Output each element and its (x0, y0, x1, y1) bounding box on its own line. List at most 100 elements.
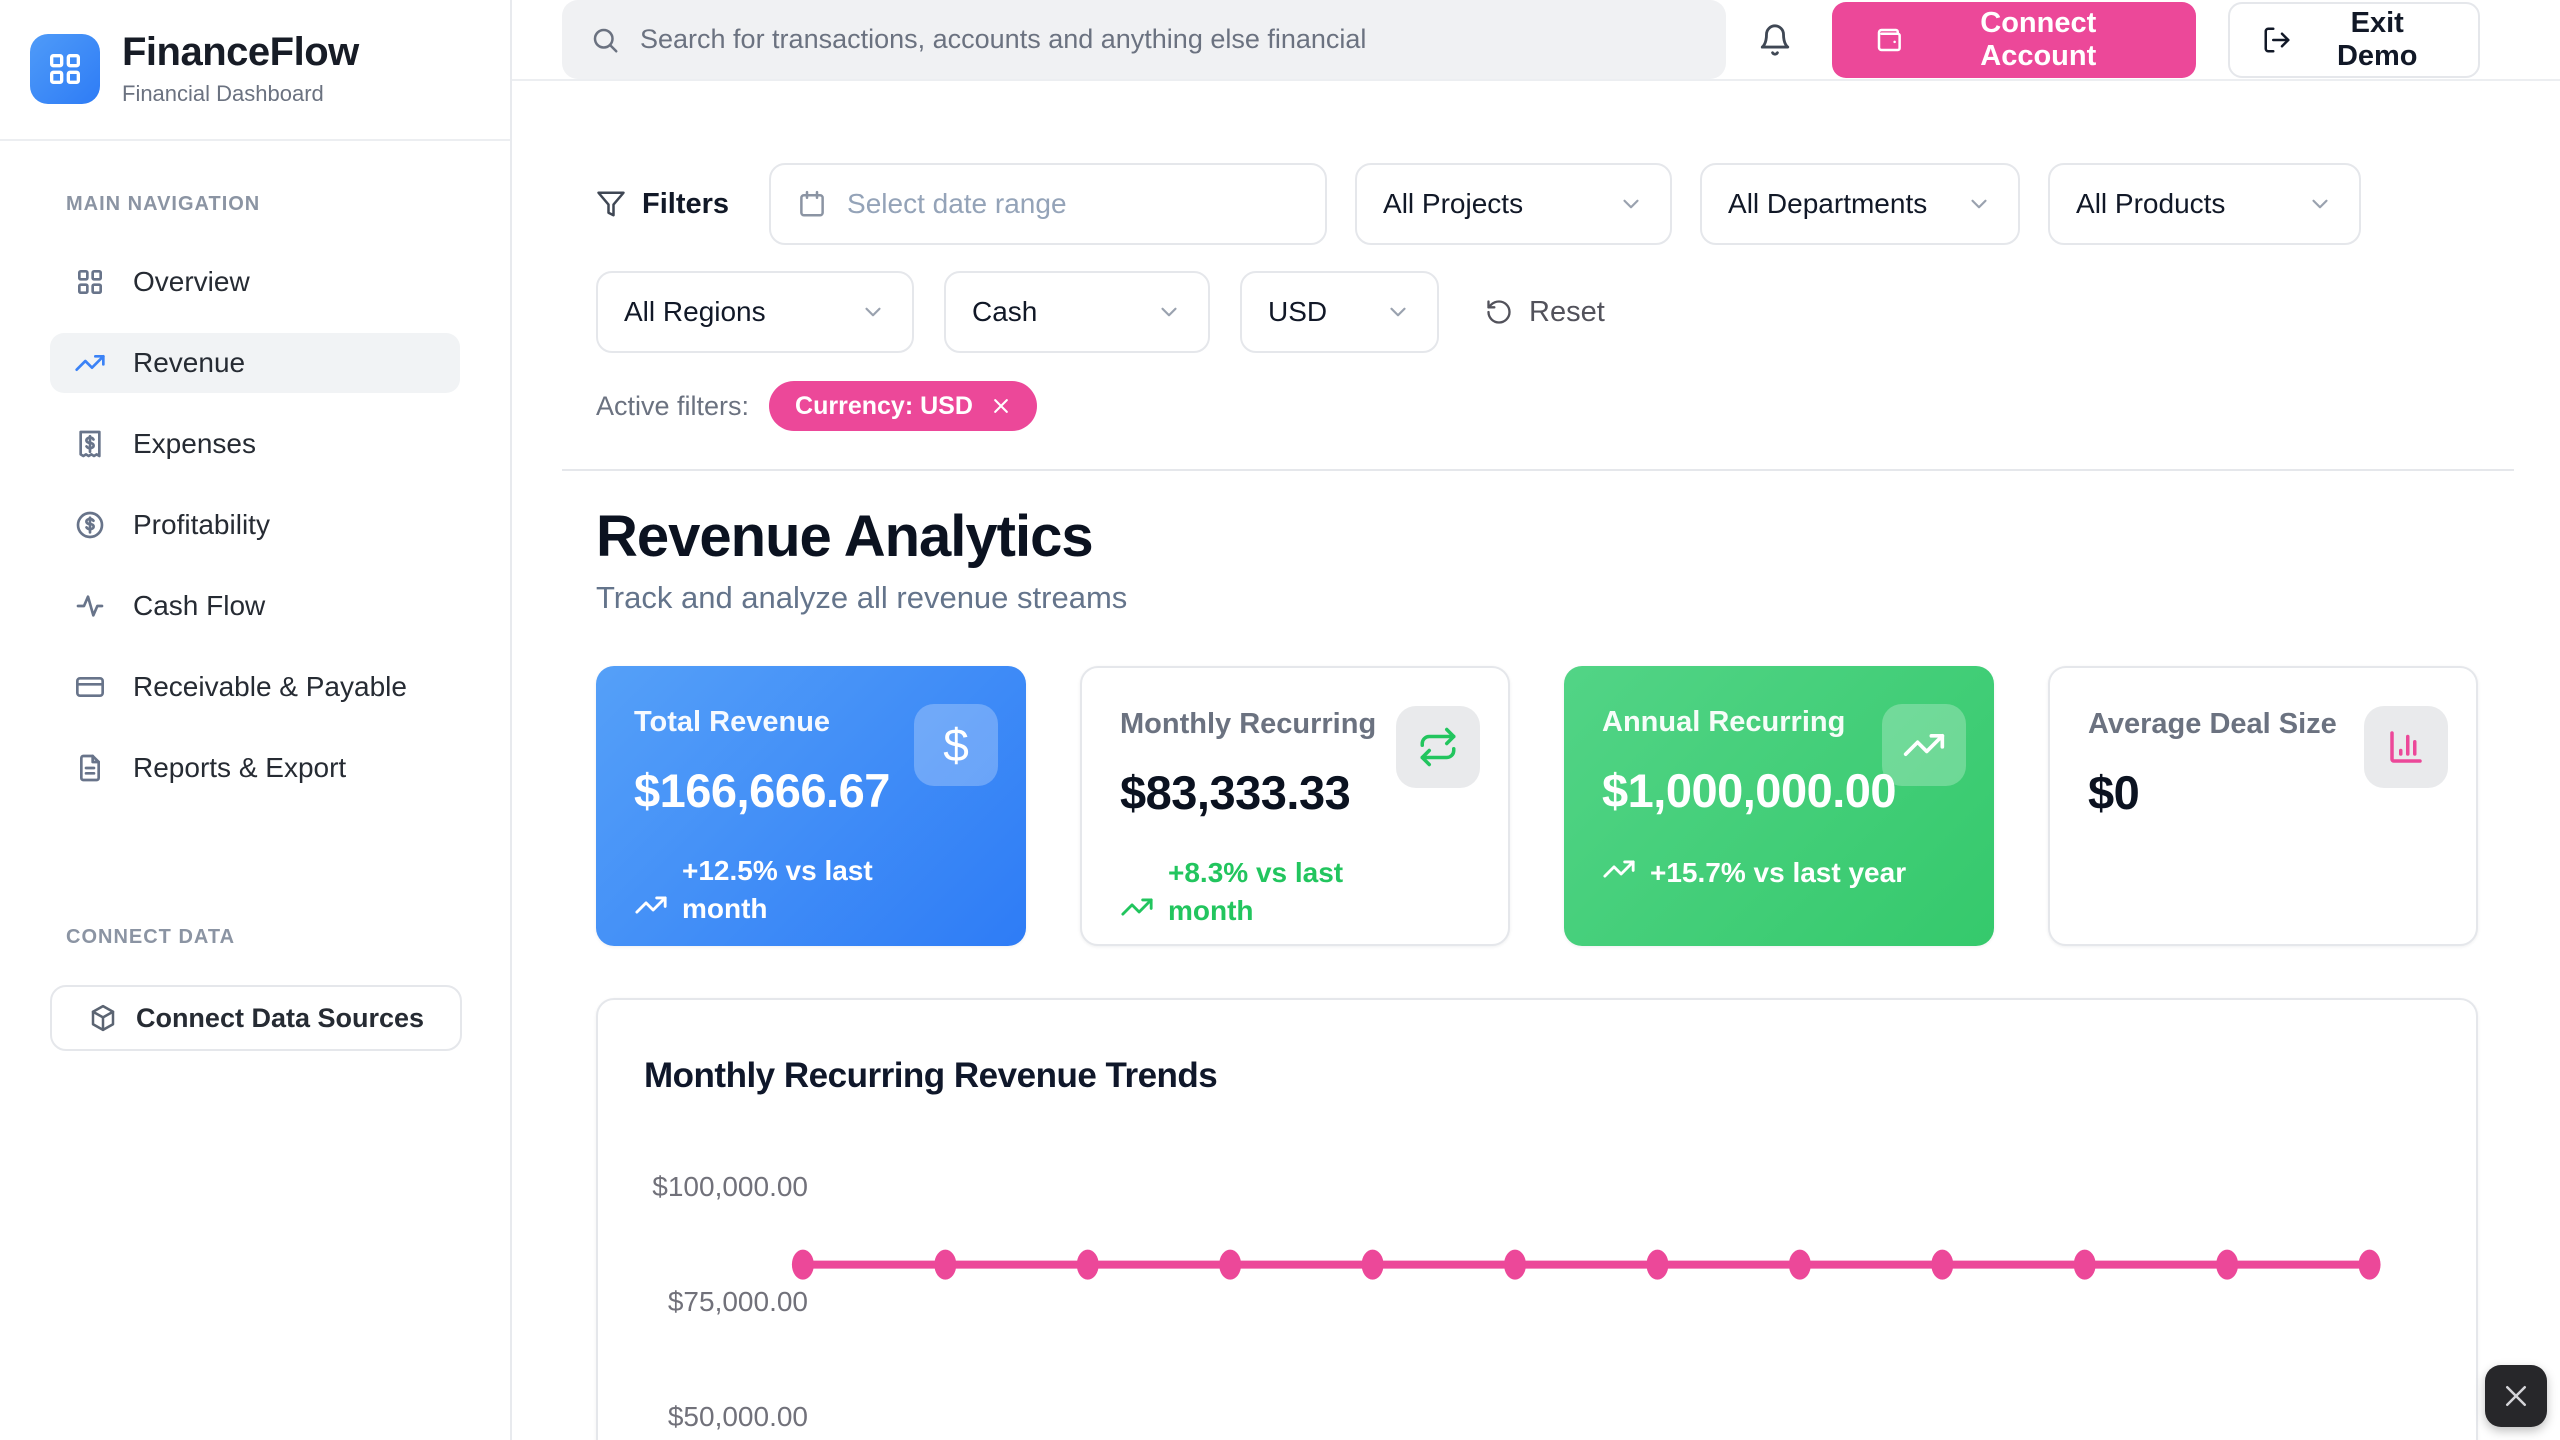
close-icon[interactable] (991, 396, 1011, 416)
notifications-button[interactable] (1758, 23, 1792, 57)
main-navigation: Overview Revenue Expense (0, 252, 510, 798)
chevron-down-icon (860, 299, 886, 325)
sidebar-item-label: Revenue (133, 347, 246, 378)
data-point-marker (1646, 1249, 1669, 1280)
data-point-marker (791, 1249, 814, 1280)
page-title: Revenue Analytics (596, 504, 1094, 569)
exit-demo-button[interactable]: Exit Demo (2228, 1, 2480, 78)
bell-icon (1758, 23, 1792, 57)
chevron-down-icon (1966, 191, 1992, 217)
stat-label: Total Revenue (634, 706, 831, 738)
trending-up-icon (1602, 852, 1636, 892)
receipt-icon (74, 428, 106, 460)
sidebar-item-label: Expenses (133, 428, 256, 459)
sidebar-item-label: Reports & Export (133, 752, 347, 783)
date-range-field[interactable] (769, 163, 1328, 245)
connect-section-label: CONNECT DATA (66, 926, 236, 948)
stat-change: +12.5% vs last month (634, 852, 988, 928)
filter-chip-currency[interactable]: Currency: USD (769, 381, 1037, 431)
connect-data-sources-label: Connect Data Sources (135, 1002, 425, 1033)
wallet-icon (1874, 25, 1904, 55)
connect-account-button[interactable]: Connect Account (1832, 1, 2197, 78)
stat-change: +8.3% vs last month (1120, 854, 1470, 930)
data-point-marker (1219, 1249, 1242, 1280)
stat-card-average-deal-size: Average Deal Size $0 (2048, 666, 2478, 946)
chevron-down-icon (1156, 299, 1182, 325)
page-content: Filters All Projects (512, 81, 2560, 1440)
sidebar-item-revenue[interactable]: Revenue (50, 333, 460, 393)
sidebar: FinanceFlow Financial Dashboard MAIN NAV… (0, 0, 512, 1440)
reset-label: Reset (1529, 295, 1605, 328)
reset-filters-button[interactable]: Reset (1485, 296, 1605, 329)
data-point-marker (1361, 1249, 1384, 1280)
sidebar-item-label: Cash Flow (133, 590, 266, 621)
sidebar-item-label: Receivable & Payable (133, 671, 407, 702)
stat-card-annual-recurring: Annual Recurring $1,000,000.00 +15.7% vs… (1564, 666, 1994, 946)
basis-select[interactable]: Cash (944, 271, 1210, 353)
sidebar-item-overview[interactable]: Overview (50, 252, 460, 312)
stat-label: Average Deal Size (2088, 708, 2337, 740)
data-point-marker (934, 1249, 957, 1280)
chart-title: Monthly Recurring Revenue Trends (644, 1056, 1218, 1095)
rotate-ccw-icon (1485, 298, 1513, 326)
products-select-value: All Products (2076, 188, 2226, 219)
stats-grid: Total Revenue $166,666.67 +12.5% vs last… (596, 666, 2478, 946)
trending-up-icon (74, 347, 106, 379)
connect-data-sources-button[interactable]: Connect Data Sources (50, 985, 462, 1051)
filters-label: Filters (642, 187, 730, 220)
bar-chart-icon (2364, 706, 2448, 788)
stat-value: $1,000,000.00 (1602, 764, 1897, 817)
sidebar-divider (0, 139, 510, 141)
products-select[interactable]: All Products (2048, 163, 2362, 245)
basis-select-value: Cash (972, 296, 1038, 327)
credit-card-icon (74, 671, 106, 703)
main-area: Connect Account Exit Demo (512, 0, 2560, 1440)
search-icon (590, 25, 620, 55)
sidebar-item-reports-export[interactable]: Reports & Export (50, 738, 460, 798)
funnel-icon (596, 189, 626, 219)
regions-select[interactable]: All Regions (596, 271, 914, 353)
stat-value: $83,333.33 (1120, 766, 1351, 819)
app-name: FinanceFlow (122, 30, 359, 74)
data-point-marker (1076, 1249, 1099, 1280)
topbar: Connect Account Exit Demo (512, 0, 2560, 81)
dollar-circle-icon (74, 509, 106, 541)
data-point-marker (2073, 1249, 2096, 1280)
trending-up-icon (1882, 704, 1966, 786)
sidebar-item-receivable-payable[interactable]: Receivable & Payable (50, 657, 460, 717)
global-search[interactable] (562, 0, 1727, 79)
app-logo: FinanceFlow Financial Dashboard (0, 0, 510, 139)
sidebar-item-expenses[interactable]: Expenses (50, 414, 460, 474)
active-filters-row: Active filters: Currency: USD (596, 381, 2478, 431)
connect-account-label: Connect Account (1980, 6, 2097, 72)
stat-change: +15.7% vs last year (1602, 852, 1956, 892)
date-range-input[interactable] (847, 188, 1300, 220)
data-point-marker (2358, 1249, 2381, 1280)
activity-icon (74, 590, 106, 622)
sidebar-item-profitability[interactable]: Profitability (50, 495, 460, 555)
calendar-icon (797, 189, 827, 219)
app-tagline: Financial Dashboard (122, 81, 324, 106)
data-point-marker (1788, 1249, 1811, 1280)
chevron-down-icon (2307, 191, 2333, 217)
search-input[interactable] (640, 24, 1699, 55)
active-filters-label: Active filters: (596, 390, 750, 421)
filters-title: Filters (596, 188, 729, 221)
departments-select[interactable]: All Departments (1700, 163, 2021, 245)
projects-select[interactable]: All Projects (1355, 163, 1673, 245)
chevron-down-icon (1618, 191, 1644, 217)
stat-label: Monthly Recurring (1120, 708, 1377, 740)
overlay-close-button[interactable] (2485, 1365, 2547, 1427)
stat-card-total-revenue: Total Revenue $166,666.67 +12.5% vs last… (596, 666, 1026, 946)
logo-icon (30, 33, 100, 104)
filter-chip-label: Currency: USD (795, 391, 973, 420)
section-divider (562, 469, 2514, 471)
nav-section-label: MAIN NAVIGATION (66, 193, 261, 215)
currency-select[interactable]: USD (1240, 271, 1439, 353)
filters-row-1: Filters All Projects (596, 163, 2478, 245)
trending-up-icon (634, 888, 668, 928)
sidebar-item-cash-flow[interactable]: Cash Flow (50, 576, 460, 636)
dashboard-icon (74, 266, 106, 298)
stat-card-monthly-recurring: Monthly Recurring $83,333.33 +8.3% vs la… (1080, 666, 1510, 946)
